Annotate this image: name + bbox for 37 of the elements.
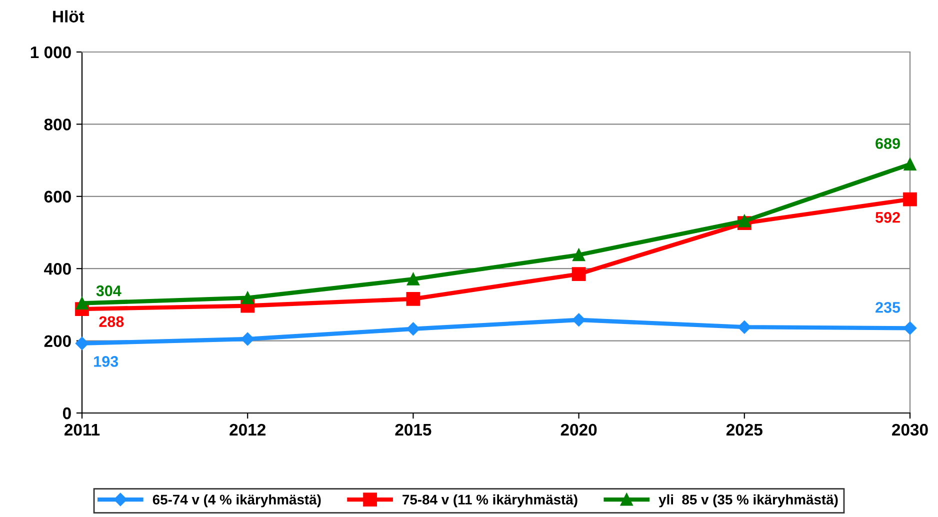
legend-label: yli 85 v (35 % ikäryhmästä)	[658, 494, 838, 508]
y-axis-title: Hlöt	[53, 10, 84, 22]
y-tick-label: 200	[44, 335, 71, 348]
point	[406, 292, 420, 306]
data-label: 304	[96, 285, 122, 296]
x-tick-label: 2011	[64, 424, 100, 436]
data-label: 193	[94, 356, 118, 367]
point	[241, 332, 254, 346]
x-tick-label: 2030	[892, 424, 928, 436]
point	[406, 272, 420, 286]
point	[406, 322, 420, 336]
x-tick-label: 2020	[560, 424, 597, 436]
point	[76, 297, 88, 310]
point	[572, 313, 586, 326]
data-label: 235	[876, 302, 900, 313]
y-tick-label: 400	[44, 263, 71, 275]
point	[241, 292, 254, 304]
legend-label: 75-84 v (11 % ikäryhmästä)	[402, 494, 578, 508]
point	[738, 214, 751, 228]
point	[572, 267, 586, 281]
point	[903, 322, 917, 335]
x-tick-label: 2015	[395, 424, 432, 436]
y-tick-label: 0	[62, 407, 71, 420]
y-tick-label: 800	[44, 118, 71, 130]
point	[75, 336, 89, 350]
y-tick-label: 1 000	[30, 46, 71, 58]
y-tick-label: 600	[44, 190, 71, 203]
data-label: 288	[99, 316, 124, 328]
x-tick-label: 2012	[230, 424, 266, 436]
point	[738, 320, 751, 334]
point	[903, 192, 917, 206]
data-label: 592	[876, 212, 900, 223]
data-label: 689	[876, 138, 900, 149]
point	[904, 158, 916, 171]
point	[572, 248, 586, 262]
legend-label: 65-74 v (4 % ikäryhmästä)	[152, 494, 321, 508]
x-tick-label: 2025	[726, 424, 762, 436]
